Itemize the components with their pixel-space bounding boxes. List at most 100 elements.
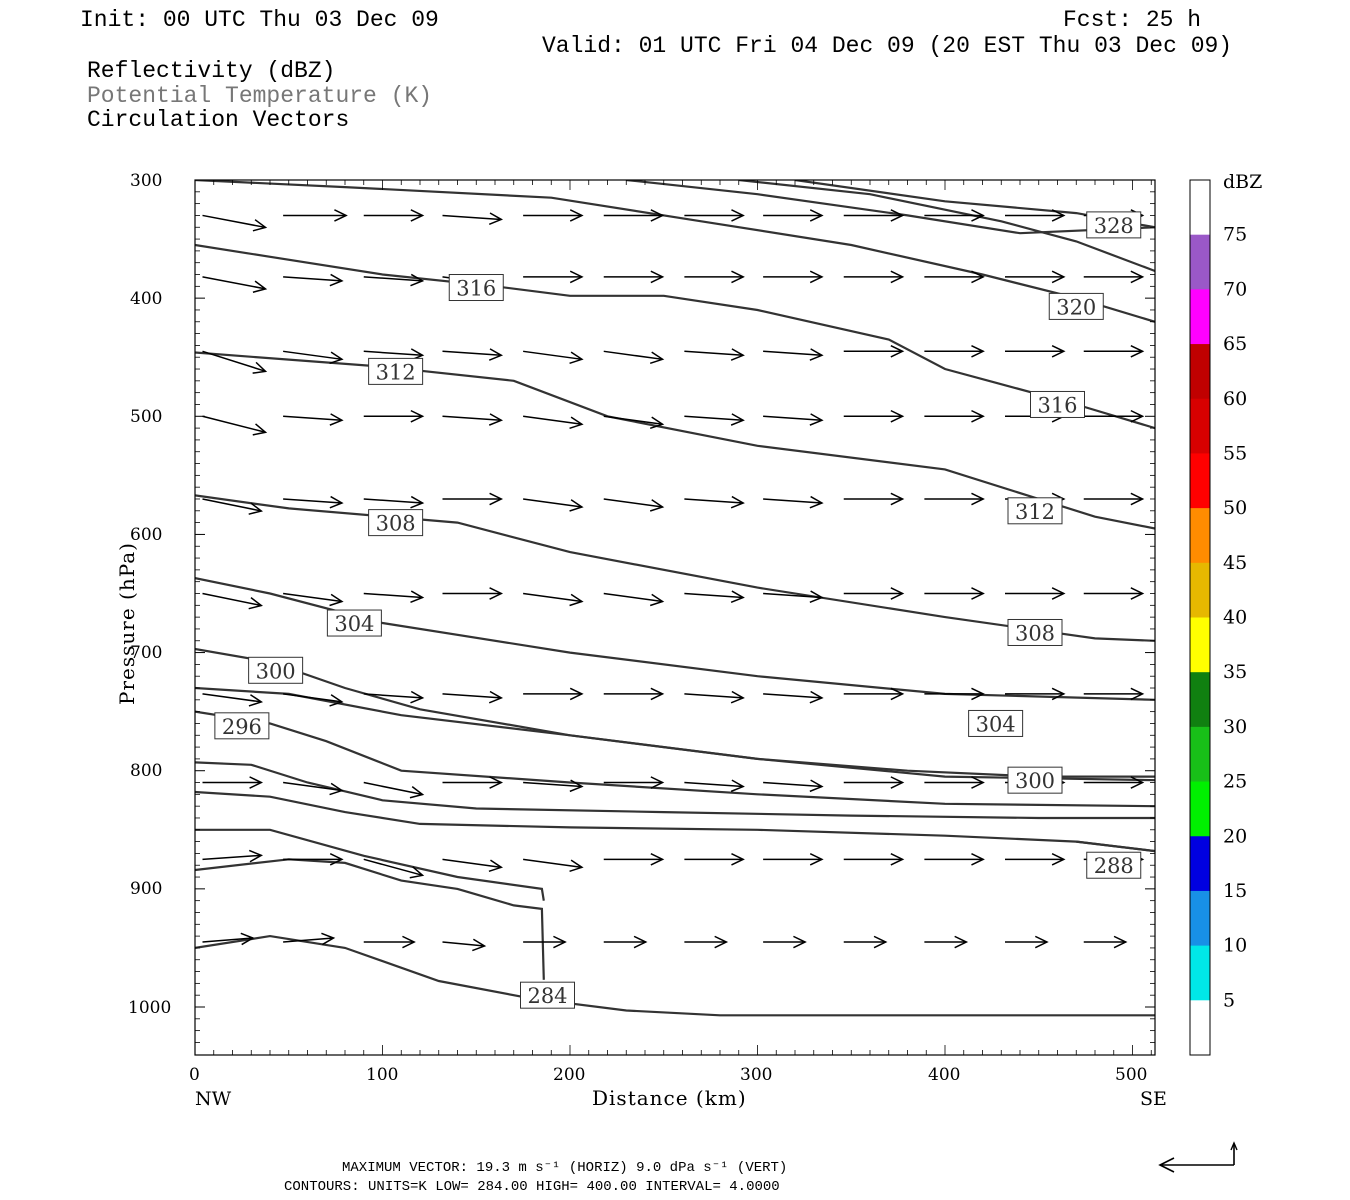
contour-label-box [1007,497,1063,525]
circulation-vector [523,858,584,873]
circulation-vector [843,587,905,600]
circulation-vector [442,348,504,361]
circulation-vector [684,935,729,949]
field-reflectivity: Reflectivity (dBZ) [87,58,335,84]
colorbar-swatch [1190,672,1210,728]
circulation-vector [523,592,584,607]
circulation-vector [1083,587,1145,600]
contour-label: 308 [1015,621,1055,645]
forecast-hour: Fcst: 25 h [1063,7,1201,33]
circulation-vector [1083,776,1145,789]
circulation-vector [442,776,504,789]
contour-label: 304 [334,612,374,636]
circulation-vector [202,693,264,707]
circulation-vector [1083,270,1145,284]
circulation-vector [763,852,824,866]
circulation-vector [763,209,824,222]
contour-label-box [448,274,504,302]
colorbar-label: 5 [1223,989,1235,1011]
circulation-vector [442,212,504,225]
circulation-vector [363,409,425,423]
colorbar-frame [1189,179,1211,1056]
circulation-vector [363,273,425,287]
colorbar-label: 70 [1223,278,1247,300]
x-tick-label: 300 [740,1065,772,1085]
circulation-vector [202,592,263,610]
colorbar-swatch [1190,398,1210,454]
circulation-vector [924,587,985,600]
circulation-vector [603,687,665,701]
circulation-vector [1083,687,1145,701]
circulation-vector [442,492,504,506]
circulation-vector [763,935,807,949]
circulation-vector [523,209,584,222]
colorbar-label: 45 [1223,552,1247,574]
dbz-colorbar [1189,179,1211,1056]
circulation-vector [363,935,416,949]
circulation-vector [924,935,969,949]
circulation-vector [763,779,824,793]
colorbar-label: 55 [1223,442,1247,464]
circulation-vector [523,350,584,365]
theta-contour-line [195,180,1155,323]
circulation-vector [202,932,255,946]
circulation-vector [1005,587,1066,600]
contour-label: 320 [1056,295,1096,319]
field-circulation-vectors: Circulation Vectors [87,107,349,133]
circulation-vector [924,492,985,506]
x-tick-label: 500 [1115,1065,1147,1085]
contour-label-box [214,712,270,740]
circulation-vector [442,858,504,873]
circulation-vector [283,852,344,866]
max-vector-note: MAXIMUM VECTOR: 19.3 m s⁻¹ (HORIZ) 9.0 d… [342,1160,787,1176]
x-tick-label: 400 [928,1065,960,1085]
colorbar-swatch [1190,836,1210,892]
circulation-vector [924,687,985,701]
colorbar-labels: 75 70 65 60 55 50 45 40 35 30 25 20 15 10 5 [1223,224,1247,1012]
circulation-vector [763,690,824,704]
circulation-vector [684,348,745,361]
colorbar-swatch [1190,180,1210,236]
contour-label: 288 [1094,854,1134,878]
circulation-vector [283,350,344,365]
valid-time: Valid: 01 UTC Fri 04 Dec 09 (20 EST Thu … [542,33,1232,59]
theta-contour-line [195,761,1155,820]
circulation-vector [843,270,905,284]
circulation-vector [523,270,584,284]
circulation-vector [1083,344,1145,358]
circulation-vector [523,687,584,701]
circulation-vector [924,344,985,358]
circulation-vector [283,693,344,707]
contour-label: 328 [1094,214,1134,238]
circulation-vector [1005,935,1049,949]
circulation-vector [924,270,985,284]
circulation-vector [603,498,665,512]
contours-note: CONTOURS: UNITS=K LOW= 284.00 HIGH= 400.… [284,1179,780,1195]
circulation-vector [603,935,648,949]
contour-label-box [1007,766,1063,794]
circulation-vector [363,781,425,799]
circulation-vector [283,273,344,287]
circulation-vector [763,590,824,604]
circulation-vector [1005,209,1066,222]
colorbar-swatch [1190,344,1210,400]
contour-label-box [368,509,424,537]
colorbar-label: 75 [1223,224,1247,246]
circulation-vector [202,498,263,515]
circulation-vector [202,214,268,232]
circulation-vector [363,495,425,509]
colorbar-label: 35 [1223,661,1247,683]
circulation-vector [363,590,425,604]
circulation-vector [442,413,504,426]
contour-labels: 284 288 300 296 304 300 304 308 308 312 312 316 316 3… [214,211,1142,1009]
colorbar-swatch [1190,726,1210,783]
y-tick-label: 600 [130,525,162,545]
circulation-vector [442,690,504,704]
circulation-vector [763,495,824,509]
contour-label-box [248,656,304,684]
circulation-vector [603,350,665,365]
contour-label-box [968,709,1024,737]
y-tick-label: 800 [130,761,162,781]
circulation-vector [283,932,336,946]
circulation-vector [1083,409,1145,423]
